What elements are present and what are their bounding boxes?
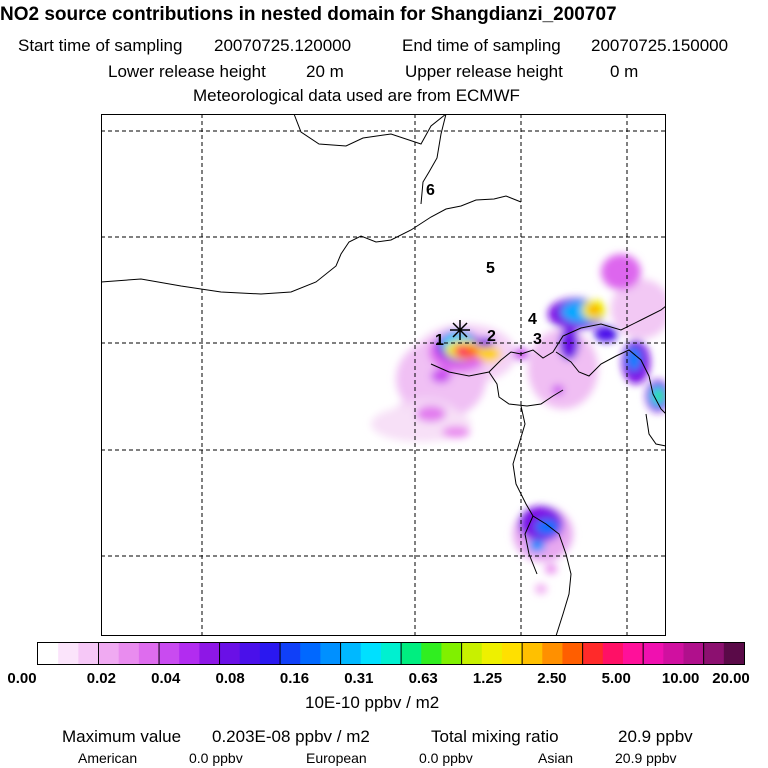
colorbar-unit-label: 10E-10 ppbv / m2 bbox=[305, 693, 440, 712]
colorbar-tick-label: 0.31 bbox=[344, 670, 374, 687]
max-value: 0.203E-08 ppbv / m2 bbox=[212, 727, 370, 746]
total-mixing-label: Total mixing ratio bbox=[431, 727, 559, 746]
colorbar-cell bbox=[522, 643, 543, 664]
colorbar-cell bbox=[38, 643, 59, 664]
upper-height-label: Upper release height bbox=[405, 62, 563, 81]
colorbar-cell bbox=[481, 643, 503, 664]
map-title: NO2 source contributions in nested domai… bbox=[0, 4, 617, 25]
colorbar-cell bbox=[703, 643, 725, 664]
start-time-label: Start time of sampling bbox=[18, 36, 183, 55]
colorbar bbox=[37, 642, 745, 665]
receptor-site-marker bbox=[450, 320, 470, 340]
colorbar-cell bbox=[683, 643, 704, 664]
asian-label: Asian bbox=[538, 750, 574, 766]
end-time-label: End time of sampling bbox=[402, 36, 561, 55]
asian-value: 20.9 ppbv bbox=[615, 750, 677, 766]
colorbar-cell bbox=[78, 643, 99, 664]
colorbar-cell bbox=[138, 643, 160, 664]
map-panel: 1 2 3 4 5 6 bbox=[101, 114, 666, 636]
colorbar-cell bbox=[159, 643, 180, 664]
upper-height-value: 0 m bbox=[610, 62, 639, 81]
colorbar-cell bbox=[280, 643, 301, 664]
colorbar-cell bbox=[663, 643, 684, 664]
colorbar-cell bbox=[602, 643, 624, 664]
max-value-label: Maximum value bbox=[62, 727, 182, 746]
colorbar-cell bbox=[380, 643, 402, 664]
colorbar-tick-label: 5.00 bbox=[601, 670, 631, 687]
colorbar-cell bbox=[562, 643, 583, 664]
colorbar-tick-label: 0.04 bbox=[151, 670, 181, 687]
met-data-line: Meteorological data used are from ECMWF bbox=[193, 86, 520, 105]
colorbar-tick-label: 0.63 bbox=[408, 670, 438, 687]
lower-height-label: Lower release height bbox=[108, 62, 266, 81]
colorbar-cell bbox=[179, 643, 200, 664]
colorbar-cell bbox=[401, 643, 422, 664]
colorbar-tick-label: 1.25 bbox=[472, 670, 503, 687]
colorbar-tick-label: 10.00 bbox=[661, 670, 700, 687]
colorbar-cell bbox=[501, 643, 523, 664]
end-time-value: 20070725.150000 bbox=[591, 36, 729, 55]
colorbar-cell bbox=[300, 643, 321, 664]
colorbar-tick-label: 2.50 bbox=[537, 670, 567, 687]
total-mixing-value: 20.9 ppbv bbox=[618, 727, 693, 746]
colorbar-cell bbox=[542, 643, 563, 664]
colorbar-cell bbox=[622, 643, 644, 664]
colorbar-cell bbox=[643, 643, 664, 664]
region-label-5: 5 bbox=[486, 260, 495, 277]
map-frame bbox=[101, 114, 666, 636]
colorbar-cell bbox=[320, 643, 341, 664]
colorbar-cell bbox=[723, 643, 745, 664]
colorbar-tick-label: 20.00 bbox=[712, 670, 750, 687]
colorbar-cell bbox=[441, 643, 462, 664]
boundary-lines bbox=[101, 114, 666, 636]
colorbar-cell bbox=[340, 643, 362, 664]
region-label-2: 2 bbox=[487, 328, 496, 345]
lower-height-value: 20 m bbox=[306, 62, 344, 81]
american-value: 0.0 ppbv bbox=[189, 750, 243, 766]
colorbar-tick-label: 0.08 bbox=[215, 670, 245, 687]
european-label: European bbox=[306, 750, 367, 766]
colorbar-cell bbox=[199, 643, 220, 664]
concentration-field bbox=[371, 254, 666, 594]
colorbar-cell bbox=[58, 643, 79, 664]
colorbar-tick-label: 0.00 bbox=[7, 670, 37, 687]
colorbar-cell bbox=[118, 643, 140, 664]
colorbar-cell bbox=[219, 643, 241, 664]
colorbar-cell bbox=[239, 643, 261, 664]
colorbar-cell bbox=[98, 643, 119, 664]
colorbar-frame bbox=[37, 642, 745, 665]
american-label: American bbox=[78, 750, 138, 766]
colorbar-cell bbox=[360, 643, 382, 664]
colorbar-tick-label: 0.16 bbox=[279, 670, 310, 687]
grid-lines bbox=[101, 114, 666, 636]
colorbar-cell bbox=[421, 643, 442, 664]
start-time-value: 20070725.120000 bbox=[214, 36, 352, 55]
european-value: 0.0 ppbv bbox=[419, 750, 473, 766]
colorbar-tick-label: 0.02 bbox=[86, 670, 116, 687]
region-label-3: 3 bbox=[533, 331, 542, 348]
region-label-1: 1 bbox=[435, 332, 444, 349]
region-label-6: 6 bbox=[426, 182, 435, 199]
colorbar-cell bbox=[259, 643, 281, 664]
colorbar-cell bbox=[582, 643, 604, 664]
colorbar-cell bbox=[461, 643, 483, 664]
region-label-4: 4 bbox=[528, 311, 537, 328]
